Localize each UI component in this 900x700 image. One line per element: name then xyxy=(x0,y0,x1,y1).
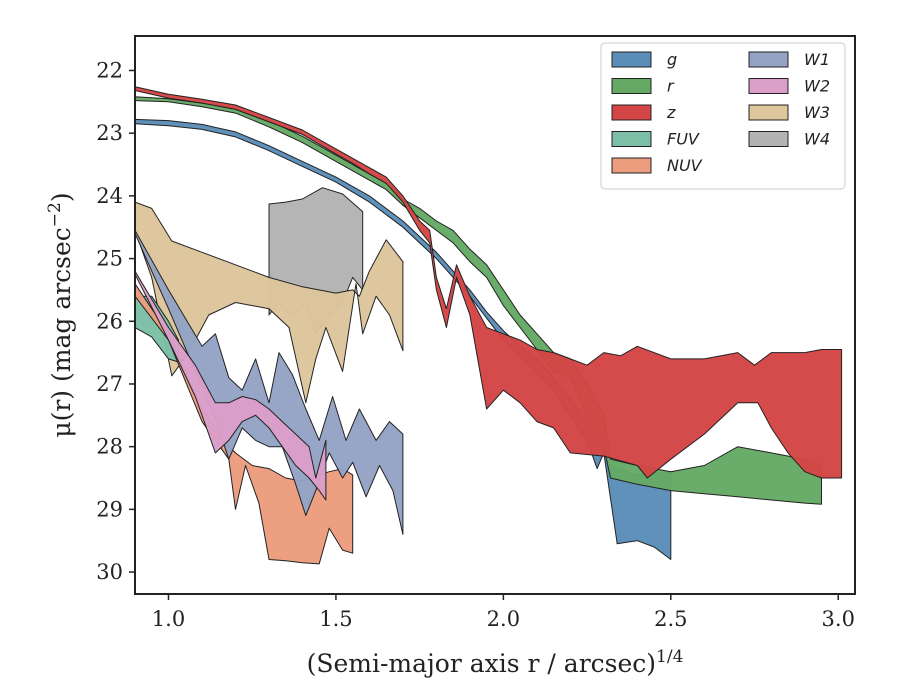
legend-label: r xyxy=(667,77,675,96)
x-axis: 1.0 1.5 2.0 2.5 3.0 xyxy=(152,594,855,631)
legend-label: W2 xyxy=(804,77,830,96)
legend-label: z xyxy=(666,103,676,122)
y-tick-label: 26 xyxy=(96,309,123,333)
legend-swatch xyxy=(748,51,789,68)
legend-label: W1 xyxy=(804,50,830,69)
band-z xyxy=(135,86,843,479)
y-axis-label: μ(r) (mag arcsec−2) xyxy=(45,192,76,437)
legend-swatch xyxy=(748,78,789,94)
data-bands xyxy=(135,86,843,565)
band-w2 xyxy=(135,270,327,501)
x-axis-label: (Semi-major axis r / arcsec)1/4 xyxy=(307,647,684,678)
legend-swatch xyxy=(611,131,652,147)
band-g xyxy=(135,118,672,560)
legend-swatch xyxy=(611,78,652,94)
legend-label: NUV xyxy=(667,156,703,175)
x-tick-label: 3.0 xyxy=(822,607,855,631)
y-tick-label: 23 xyxy=(96,121,123,145)
x-tick-label: 1.5 xyxy=(319,607,352,631)
band-w1 xyxy=(135,229,404,535)
plot-frame xyxy=(134,35,856,595)
legend-swatch xyxy=(611,51,652,68)
legend-label: W3 xyxy=(804,103,830,122)
legend-swatch xyxy=(748,104,789,121)
y-tick-label: 30 xyxy=(96,560,123,584)
y-axis: 22 23 24 25 26 27 28 29 30 xyxy=(96,58,135,584)
y-tick-label: 28 xyxy=(96,435,123,459)
legend-label: g xyxy=(667,50,677,69)
band-w3 xyxy=(135,201,404,404)
band-r xyxy=(135,96,822,505)
legend-label: W4 xyxy=(804,130,830,149)
legend-label: FUV xyxy=(667,130,700,149)
y-tick-label: 29 xyxy=(96,497,123,521)
x-tick-label: 2.0 xyxy=(487,607,520,631)
y-tick-label: 25 xyxy=(96,247,123,271)
x-tick-label: 1.0 xyxy=(152,607,185,631)
legend: grz FUV NUV W1 W2 W3 W4 xyxy=(600,42,846,190)
y-tick-label: 27 xyxy=(96,372,123,396)
legend-swatch xyxy=(611,157,652,174)
y-tick-label: 22 xyxy=(96,58,123,82)
legend-swatch xyxy=(748,131,789,147)
legend-swatch xyxy=(611,104,652,121)
x-tick-label: 2.5 xyxy=(654,607,687,631)
y-tick-label: 24 xyxy=(96,184,123,208)
